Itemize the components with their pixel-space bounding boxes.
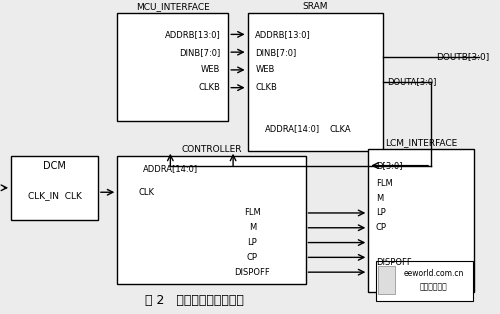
Text: M: M <box>249 223 256 232</box>
Text: MCU_INTERFACE: MCU_INTERFACE <box>136 2 210 11</box>
Bar <box>378 266 396 294</box>
Bar <box>376 261 472 301</box>
Text: LCM_INTERFACE: LCM_INTERFACE <box>385 138 458 147</box>
Text: LP: LP <box>376 208 386 218</box>
Text: DINB[7:0]: DINB[7:0] <box>256 48 296 57</box>
Bar <box>117 156 306 284</box>
Text: FLM: FLM <box>376 179 392 188</box>
Text: WEB: WEB <box>256 65 274 74</box>
Text: SRAM: SRAM <box>302 2 328 11</box>
Text: CLKB: CLKB <box>256 83 277 92</box>
Bar <box>368 149 474 292</box>
Text: CP: CP <box>376 223 387 232</box>
Text: DOUTB[3:0]: DOUTB[3:0] <box>436 52 489 62</box>
Text: CLK: CLK <box>138 188 154 197</box>
Bar <box>248 13 382 151</box>
Text: CLKA: CLKA <box>330 125 351 133</box>
Bar <box>117 13 228 121</box>
Text: DISPOFF: DISPOFF <box>234 268 270 277</box>
Text: CP: CP <box>247 253 258 262</box>
Text: ADDRB[13:0]: ADDRB[13:0] <box>256 30 311 39</box>
Text: WEB: WEB <box>201 65 220 74</box>
Text: M: M <box>376 194 383 203</box>
Text: CONTROLLER: CONTROLLER <box>181 145 242 154</box>
Text: D[3:0]: D[3:0] <box>376 161 402 170</box>
Text: DCM: DCM <box>43 160 66 171</box>
Text: 图 2   液晶控制器系统原理: 图 2 液晶控制器系统原理 <box>145 294 244 307</box>
Text: FLM: FLM <box>244 208 261 218</box>
Text: ADDRA[14:0]: ADDRA[14:0] <box>265 125 320 133</box>
Text: eeworld.com.cn: eeworld.com.cn <box>404 269 464 278</box>
Text: DOUTA[3:0]: DOUTA[3:0] <box>388 77 437 86</box>
Text: CLKB: CLKB <box>198 83 220 92</box>
Bar <box>11 156 98 220</box>
Text: LP: LP <box>248 238 258 247</box>
Text: 电子工程世界: 电子工程世界 <box>420 283 448 291</box>
Text: ADDRA[14:0]: ADDRA[14:0] <box>143 164 198 173</box>
Text: DISPOFF: DISPOFF <box>376 258 412 267</box>
Text: ADDRB[13:0]: ADDRB[13:0] <box>165 30 220 39</box>
Text: CLK_IN  CLK: CLK_IN CLK <box>28 191 82 200</box>
Text: DINB[7:0]: DINB[7:0] <box>180 48 220 57</box>
